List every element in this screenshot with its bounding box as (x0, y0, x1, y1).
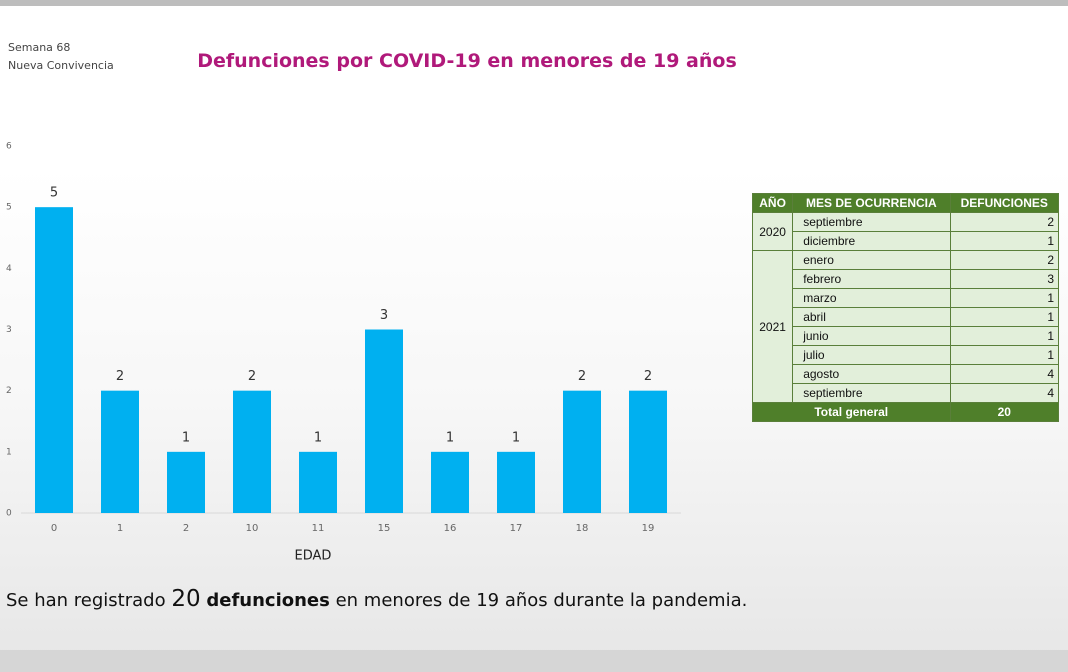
month-cell: junio (792, 326, 951, 346)
count-cell: 4 (949, 383, 1059, 403)
y-tick-label: 2 (6, 386, 12, 396)
subtitle: Nueva Convivencia (8, 59, 114, 72)
header-row: AÑO MES DE OCURRENCIA DEFUNCIONES (751, 193, 1059, 213)
x-tick-label: 16 (444, 523, 457, 534)
y-tick-label: 1 (6, 447, 12, 457)
value-label: 2 (248, 369, 256, 384)
footer-number: 20 (171, 586, 201, 612)
month-cell: julio (792, 345, 951, 365)
month-cell: agosto (792, 364, 951, 384)
header-cell: MES DE OCURRENCIA (792, 193, 951, 213)
value-label: 1 (182, 430, 190, 445)
count-cell: 1 (949, 345, 1059, 365)
bar (299, 451, 337, 513)
table-row: marzo 1 (753, 288, 1059, 308)
count-cell: 4 (949, 364, 1059, 384)
header-cell: AÑO (751, 193, 794, 213)
count-cell: 1 (949, 307, 1059, 327)
total-label: Total general (752, 402, 951, 422)
table-row: diciembre 1 (753, 231, 1059, 251)
x-tick-label: 1 (117, 523, 123, 534)
footer-lead: Se han registrado (6, 590, 166, 611)
chart-title: Defunciones por COVID-19 en menores de 1… (197, 50, 737, 72)
x-tick-label: 19 (642, 523, 655, 534)
bar (233, 390, 271, 513)
value-label: 2 (116, 369, 124, 384)
x-tick-label: 0 (51, 523, 57, 534)
header-cell: DEFUNCIONES (949, 193, 1059, 213)
footer-rest: en menores de 19 años durante la pandemi… (335, 590, 748, 611)
top-bar (0, 0, 1068, 6)
footer-bold: defunciones (206, 590, 330, 611)
month-cell: febrero (792, 269, 951, 289)
value-label: 2 (578, 369, 586, 384)
table-row: febrero 3 (753, 269, 1059, 289)
x-tick-label: 2 (183, 523, 189, 534)
y-tick-label: 0 (6, 509, 12, 519)
table-row: abril 1 (753, 307, 1059, 327)
table-row: 2021 enero 2 (751, 250, 1059, 403)
deaths-table: AÑO MES DE OCURRENCIA DEFUNCIONES 2020 septi… (751, 193, 1059, 422)
bar (167, 451, 205, 513)
x-axis-label: EDAD (295, 549, 332, 564)
total-row: Total general 20 (752, 402, 1059, 422)
bar (35, 207, 73, 513)
bar (431, 451, 469, 513)
month-cell: diciembre (792, 231, 951, 251)
table-row: junio 1 (753, 326, 1059, 346)
count-cell: 1 (949, 326, 1059, 346)
bar (629, 390, 667, 513)
bar (497, 451, 535, 513)
y-tick-label: 5 (6, 203, 12, 213)
value-label: 5 (50, 186, 58, 201)
bar (101, 390, 139, 513)
y-tick-label: 6 (6, 142, 12, 152)
table-row: 2020 septiembre 2 (751, 212, 1059, 251)
count-cell: 2 (949, 212, 1059, 232)
year-cell: 2021 (751, 250, 794, 403)
table-row: septiembre 4 (753, 383, 1059, 403)
value-label: 1 (446, 430, 454, 445)
month-cell: septiembre (792, 212, 951, 232)
month-cell: abril (792, 307, 951, 327)
value-label: 3 (380, 308, 388, 323)
y-tick-label: 4 (6, 264, 12, 274)
count-cell: 2 (949, 250, 1059, 270)
bar (563, 390, 601, 513)
total-value: 20 (949, 402, 1059, 422)
x-tick-label: 10 (246, 523, 259, 534)
value-label: 1 (314, 430, 322, 445)
value-label: 1 (512, 430, 520, 445)
x-tick-label: 18 (576, 523, 589, 534)
y-tick-label: 3 (6, 325, 12, 335)
footer: Se han registrado 20 defunciones en meno… (6, 586, 747, 612)
bottom-bar (0, 650, 1068, 672)
count-cell: 1 (949, 288, 1059, 308)
year-cell: 2020 (751, 212, 794, 251)
week-label: Semana 68 (8, 41, 71, 54)
count-cell: 1 (949, 231, 1059, 251)
bar (365, 329, 403, 513)
month-cell: enero (792, 250, 951, 270)
x-tick-label: 15 (378, 523, 391, 534)
value-label: 2 (644, 369, 652, 384)
x-tick-label: 17 (510, 523, 523, 534)
table-row: agosto 4 (753, 364, 1059, 384)
count-cell: 3 (949, 269, 1059, 289)
month-cell: marzo (792, 288, 951, 308)
table-row: julio 1 (753, 345, 1059, 365)
month-cell: septiembre (792, 383, 951, 403)
x-tick-label: 11 (312, 523, 325, 534)
